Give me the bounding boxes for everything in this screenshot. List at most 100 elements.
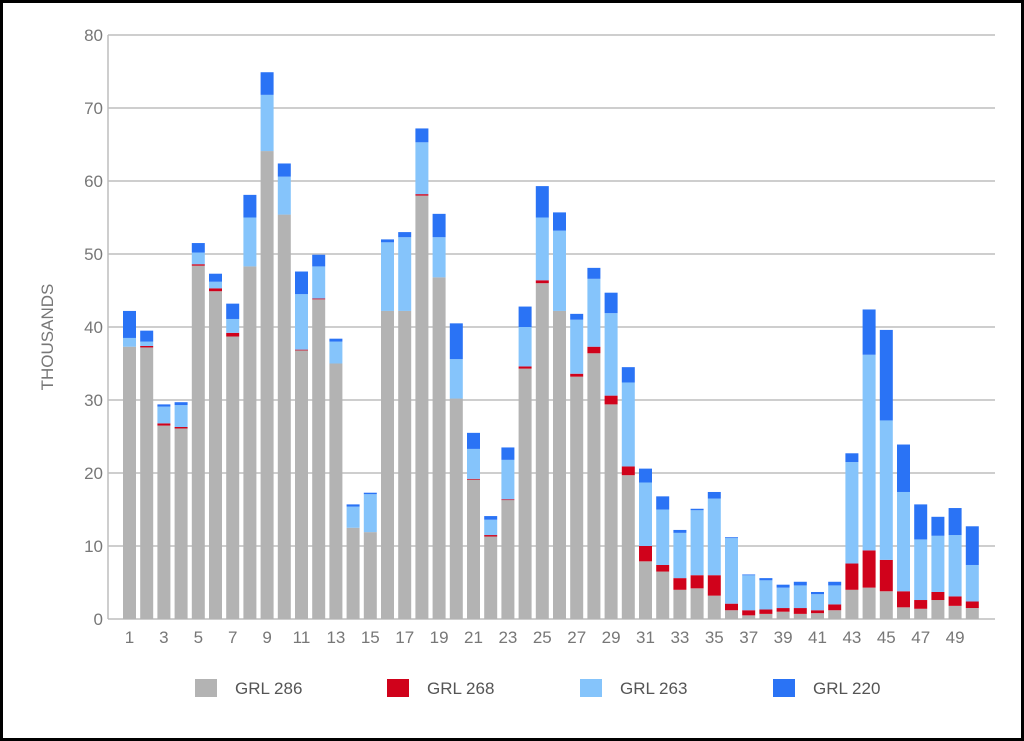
bar-segment-grl-220	[553, 212, 566, 231]
bar-segment-grl-286	[295, 350, 308, 619]
bar-segment-grl-263	[931, 535, 945, 592]
bar-segment-grl-263	[707, 498, 721, 576]
bar-segment-grl-286	[226, 336, 240, 619]
y-tick-label: 70	[84, 99, 103, 118]
legend-label: GRL 263	[620, 679, 687, 698]
bar-segment-grl-263	[948, 535, 962, 597]
bar-segment-grl-268	[604, 395, 618, 405]
bar-segment-grl-268	[828, 604, 842, 611]
bar-segment-grl-263	[639, 482, 652, 546]
bar-segment-grl-268	[742, 610, 756, 616]
bar-segment-grl-220	[811, 591, 824, 595]
x-tick-label: 1	[125, 628, 134, 647]
bar-segment-grl-263	[759, 580, 773, 610]
bar-segment-grl-220	[140, 330, 154, 342]
bar-segment-grl-286	[277, 214, 291, 619]
x-tick-label: 41	[808, 628, 827, 647]
x-tick-label: 35	[705, 628, 724, 647]
bar-segment-grl-286	[329, 363, 343, 619]
bar-segment-grl-286	[965, 608, 979, 619]
bar-segment-grl-286	[931, 600, 945, 619]
bar-segment-grl-263	[467, 448, 480, 479]
bar-segment-grl-268	[673, 578, 687, 590]
bar-segment-grl-220	[621, 367, 635, 383]
bar-segment-grl-263	[553, 230, 566, 311]
bar-segment-grl-263	[793, 585, 807, 609]
bar-segment-grl-268	[209, 288, 222, 292]
bar-segment-grl-268	[140, 345, 154, 348]
bar-segment-grl-286	[862, 587, 876, 619]
bar-segment-grl-286	[243, 266, 257, 619]
bar-segment-grl-220	[914, 504, 928, 540]
bar-segment-grl-268	[931, 591, 945, 601]
bar-segment-grl-286	[260, 151, 274, 619]
bar-segment-grl-263	[501, 459, 515, 500]
bar-segment-grl-286	[432, 277, 446, 619]
bar-segment-grl-220	[501, 447, 515, 460]
legend: GRL 286 GRL 268 GRL 263 GRL 220	[195, 679, 880, 698]
bar-segment-grl-263	[329, 341, 343, 364]
bar-segment-grl-220	[398, 232, 412, 238]
bar-segment-grl-220	[381, 239, 394, 243]
bar-segment-grl-286	[415, 195, 429, 619]
x-tick-label: 49	[946, 628, 965, 647]
bar-segment-grl-268	[862, 550, 876, 588]
bar-segment-grl-263	[174, 405, 188, 428]
bar-segment-grl-268	[879, 559, 893, 592]
legend-label: GRL 220	[813, 679, 880, 698]
bar-segment-grl-286	[398, 310, 412, 619]
bar-segment-grl-263	[690, 510, 704, 576]
bar-segment-grl-220	[639, 468, 652, 483]
bar-segment-grl-263	[449, 359, 463, 399]
x-tick-label: 13	[326, 628, 345, 647]
x-tick-label: 27	[567, 628, 586, 647]
bar-segment-grl-220	[295, 271, 308, 295]
bar-segment-grl-263	[914, 539, 928, 601]
bar-segment-grl-263	[897, 491, 910, 592]
bar-segment-grl-220	[690, 508, 704, 511]
bar-segment-grl-286	[690, 588, 704, 619]
bar-segment-grl-263	[209, 281, 222, 289]
bar-segment-grl-268	[897, 591, 910, 608]
bar-segment-grl-220	[656, 496, 670, 510]
bar-segment-grl-268	[191, 264, 205, 266]
bar-segment-grl-286	[484, 536, 498, 619]
bar-segment-grl-263	[656, 509, 670, 565]
bar-segment-grl-263	[260, 94, 274, 152]
bar-segment-grl-220	[776, 584, 790, 588]
bar-segment-grl-263	[123, 337, 136, 347]
bar-segment-grl-286	[209, 291, 222, 619]
bar-segment-grl-286	[742, 615, 756, 619]
legend-swatch	[387, 679, 409, 697]
bar-segment-grl-263	[862, 354, 876, 551]
bar-segment-grl-268	[725, 603, 738, 611]
y-tick-label: 60	[84, 172, 103, 191]
bar-segment-grl-268	[501, 499, 515, 501]
bar-segment-grl-220	[260, 72, 274, 95]
bar-segment-grl-263	[432, 237, 446, 278]
bar-segment-grl-286	[621, 475, 635, 619]
bar-segment-grl-263	[587, 278, 601, 347]
bar-segment-grl-263	[845, 462, 859, 564]
bar-segment-grl-268	[570, 373, 584, 377]
bar-segment-grl-286	[811, 613, 824, 619]
bar-segment-grl-286	[123, 346, 136, 619]
x-tick-label: 7	[228, 628, 237, 647]
bar-segment-grl-286	[553, 310, 566, 619]
bar-segment-grl-263	[277, 176, 291, 215]
bar-segment-grl-286	[673, 589, 687, 619]
y-tick-label: 30	[84, 391, 103, 410]
bar-segment-grl-286	[793, 613, 807, 619]
x-tick-label: 43	[842, 628, 861, 647]
bar-segment-grl-268	[776, 608, 790, 612]
bar-segment-grl-263	[725, 537, 738, 604]
bar-segment-grl-286	[914, 608, 928, 619]
bar-segment-grl-263	[484, 519, 498, 536]
bar-segment-grl-268	[845, 563, 859, 590]
x-tick-label: 29	[602, 628, 621, 647]
bar-segment-grl-268	[793, 608, 807, 614]
y-tick-label: 20	[84, 464, 103, 483]
bar-segment-grl-286	[570, 376, 584, 619]
bar-segment-grl-263	[398, 237, 412, 311]
